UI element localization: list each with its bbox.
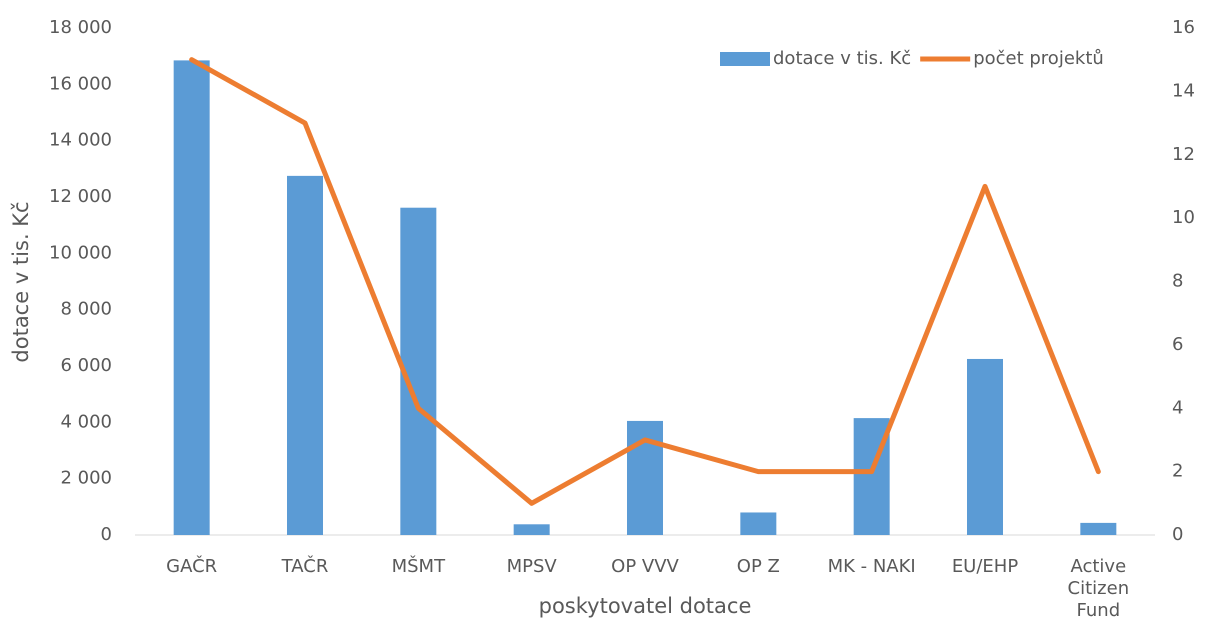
x-tick-label: Active Citizen Fund — [1067, 556, 1130, 621]
y2-tick-label: 16 — [1172, 17, 1195, 38]
y2-tick-label: 14 — [1172, 80, 1195, 101]
y-tick-label: 16 000 — [49, 73, 112, 94]
y2-tick-label: 6 — [1172, 334, 1183, 355]
y-tick-label: 14 000 — [49, 130, 112, 151]
y-tick-label: 6 000 — [60, 355, 112, 376]
y2-tick-label: 4 — [1172, 397, 1183, 418]
y2-tick-label: 2 — [1172, 461, 1183, 482]
bar — [173, 60, 210, 536]
x-tick-label: TAČR — [281, 556, 329, 577]
y-tick-label: 10 000 — [49, 242, 112, 263]
bar — [1080, 522, 1117, 535]
y-tick-label: 8 000 — [60, 299, 112, 320]
x-tick-label: MPSV — [506, 556, 557, 577]
legend-swatch — [720, 52, 770, 66]
bar — [740, 512, 777, 535]
x-tick-label: MK - NAKI — [827, 556, 916, 577]
y-tick-label: 4 000 — [60, 411, 112, 432]
legend-label: počet projektů — [973, 48, 1104, 69]
x-tick-label: EU/EHP — [951, 556, 1019, 577]
x-tick-label: MŠMT — [391, 556, 446, 577]
x-tick-label: OP Z — [736, 556, 780, 577]
line-series — [189, 57, 1101, 506]
x-axis-title: poskytovatel dotace — [539, 594, 752, 618]
y2-tick-label: 0 — [1172, 524, 1183, 545]
y2-tick-label: 12 — [1172, 144, 1195, 165]
x-tick-label: OP VVV — [611, 556, 679, 577]
bar — [513, 524, 550, 535]
y-tick-label: 0 — [101, 524, 112, 545]
y-tick-label: 18 000 — [49, 17, 112, 38]
y-tick-label: 12 000 — [49, 186, 112, 207]
legend-label: dotace v tis. Kč — [773, 48, 911, 69]
y-tick-label: 2 000 — [60, 468, 112, 489]
bar — [287, 175, 323, 535]
y-axis-title: dotace v tis. Kč — [9, 201, 33, 362]
bar — [967, 358, 1003, 535]
x-tick-label: GAČR — [166, 556, 218, 577]
y2-tick-label: 10 — [1172, 207, 1195, 228]
y2-tick-label: 8 — [1172, 271, 1183, 292]
